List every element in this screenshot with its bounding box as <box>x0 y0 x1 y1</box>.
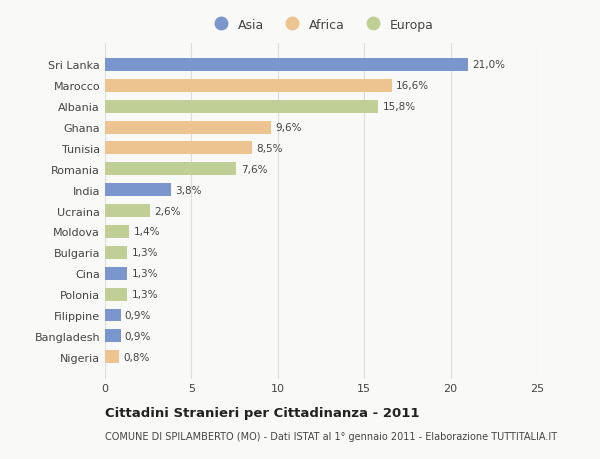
Text: 1,3%: 1,3% <box>132 290 158 299</box>
Text: 9,6%: 9,6% <box>275 123 302 133</box>
Bar <box>105 330 121 342</box>
Text: 15,8%: 15,8% <box>382 102 415 112</box>
Text: Cittadini Stranieri per Cittadinanza - 2011: Cittadini Stranieri per Cittadinanza - 2… <box>105 406 419 419</box>
Bar <box>105 351 119 364</box>
Bar <box>105 288 127 301</box>
Text: 16,6%: 16,6% <box>396 81 429 91</box>
Bar <box>105 225 129 238</box>
Text: 3,8%: 3,8% <box>175 185 202 195</box>
Text: 1,4%: 1,4% <box>134 227 160 237</box>
Bar <box>105 80 392 93</box>
Text: 1,3%: 1,3% <box>132 269 158 279</box>
Text: 21,0%: 21,0% <box>472 60 505 70</box>
Text: 8,5%: 8,5% <box>256 144 283 154</box>
Text: 0,9%: 0,9% <box>125 331 151 341</box>
Bar <box>105 309 121 322</box>
Text: 0,8%: 0,8% <box>123 352 149 362</box>
Text: 7,6%: 7,6% <box>241 164 267 174</box>
Bar <box>105 121 271 134</box>
Bar <box>105 142 252 155</box>
Bar <box>105 205 150 218</box>
Bar <box>105 184 170 197</box>
Text: 2,6%: 2,6% <box>154 206 181 216</box>
Text: COMUNE DI SPILAMBERTO (MO) - Dati ISTAT al 1° gennaio 2011 - Elaborazione TUTTIT: COMUNE DI SPILAMBERTO (MO) - Dati ISTAT … <box>105 431 557 442</box>
Legend: Asia, Africa, Europa: Asia, Africa, Europa <box>205 16 437 34</box>
Text: 0,9%: 0,9% <box>125 310 151 320</box>
Bar <box>105 267 127 280</box>
Bar <box>105 101 378 113</box>
Text: 1,3%: 1,3% <box>132 248 158 258</box>
Bar <box>105 163 236 176</box>
Bar <box>105 246 127 259</box>
Bar <box>105 59 468 72</box>
